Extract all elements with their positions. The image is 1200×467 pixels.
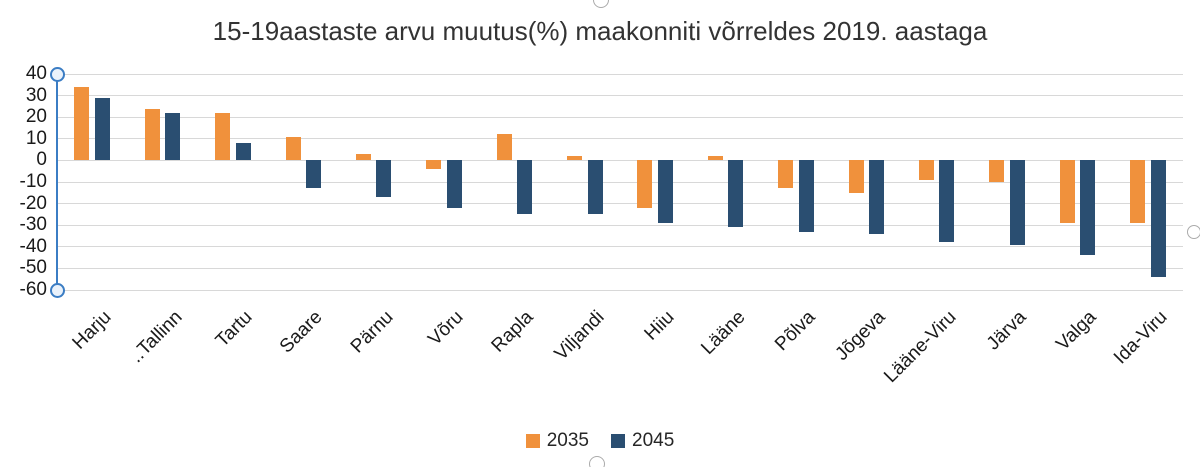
gridline-30 [57, 95, 1183, 97]
bar-2035-tallinn[interactable] [144, 108, 160, 161]
bar-2035-plva[interactable] [778, 160, 794, 189]
legend-item-2035[interactable]: 2035 [525, 430, 589, 452]
gridline--10 [57, 181, 1183, 183]
value-axis-selection-handle-bottom-icon[interactable] [49, 282, 65, 298]
gridline--40 [57, 246, 1183, 248]
bar-2045-tallinn[interactable] [165, 112, 181, 161]
legend-swatch-2035-icon [525, 434, 540, 448]
gridline-10 [57, 138, 1183, 140]
chart-title: 15-19aastaste arvu muutus(%) maakonniti … [212, 16, 988, 46]
y-tick-label-10: 10 [25, 127, 47, 149]
value-axis-selection-line[interactable] [56, 74, 58, 290]
gridline-0 [57, 159, 1183, 161]
y-tick-label--20: -20 [19, 192, 47, 214]
gridline--20 [57, 203, 1183, 205]
bar-2045-jrva[interactable] [1009, 160, 1025, 245]
y-tick-label-0: 0 [36, 149, 47, 171]
bar-2045-plva[interactable] [798, 160, 814, 232]
bar-2035-lne[interactable] [707, 156, 723, 161]
value-axis-selection-handle-top-icon[interactable] [49, 66, 65, 82]
bar-2045-hiiu[interactable] [657, 160, 673, 224]
legend-swatch-2045-icon [611, 434, 625, 448]
bar-2035-vru[interactable] [426, 160, 442, 170]
bar-2045-jgeva[interactable] [869, 160, 885, 234]
bar-2045-harju[interactable] [94, 97, 110, 161]
bar-2045-prnu[interactable] [376, 160, 392, 198]
bar-2045-lneviru[interactable] [939, 160, 955, 243]
legend-label-2035: 2035 [546, 430, 589, 451]
y-tick-label-40: 40 [25, 63, 47, 84]
bar-2035-harju[interactable] [74, 86, 90, 161]
chart-selection-handle-right-icon[interactable] [1187, 225, 1200, 239]
gridline--30 [57, 224, 1183, 226]
bar-2045-viljandi[interactable] [587, 160, 603, 215]
bar-2045-saare[interactable] [306, 160, 322, 189]
legend-item-2045[interactable]: 2045 [611, 430, 674, 452]
y-tick-label--60: -60 [19, 279, 47, 300]
bar-2045-rapla[interactable] [517, 160, 533, 215]
y-tick-label--50: -50 [19, 257, 47, 279]
chart-selection-handle-top-icon[interactable] [593, 0, 609, 8]
bar-2045-idaviru[interactable] [1150, 160, 1166, 278]
bar-2035-idaviru[interactable] [1130, 160, 1145, 224]
bar-2035-saare[interactable] [285, 136, 301, 161]
gridline-40 [57, 73, 1183, 75]
gridline-20 [57, 116, 1183, 118]
bar-2035-prnu[interactable] [355, 153, 371, 161]
bar-2035-lneviru[interactable] [918, 160, 934, 180]
y-tick-label-20: 20 [25, 106, 47, 128]
bar-2035-jrva[interactable] [989, 160, 1005, 182]
y-tick-label--10: -10 [19, 171, 47, 192]
bar-2035-viljandi[interactable] [567, 156, 582, 161]
bar-2035-jgeva[interactable] [848, 160, 864, 193]
chart-legend[interactable]: 2035 2045 [0, 430, 1200, 452]
gridline--50 [57, 267, 1183, 269]
legend-label-2045: 2045 [632, 430, 675, 451]
y-tick-label--30: -30 [19, 214, 47, 236]
bar-2035-hiiu[interactable] [637, 160, 653, 208]
bar-2045-tartu[interactable] [235, 143, 251, 161]
y-tick-label-30: 30 [25, 84, 47, 106]
chart-selection-handle-bottom-icon[interactable] [589, 456, 605, 467]
bar-2045-valga[interactable] [1080, 160, 1096, 256]
bar-2035-valga[interactable] [1059, 160, 1075, 224]
bar-2045-lne[interactable] [728, 160, 744, 228]
bar-2035-tartu[interactable] [215, 112, 231, 161]
y-tick-label--40: -40 [19, 235, 47, 257]
gridline--60 [57, 289, 1183, 291]
bar-2045-vru[interactable] [446, 160, 462, 208]
bar-2035-rapla[interactable] [496, 134, 512, 161]
